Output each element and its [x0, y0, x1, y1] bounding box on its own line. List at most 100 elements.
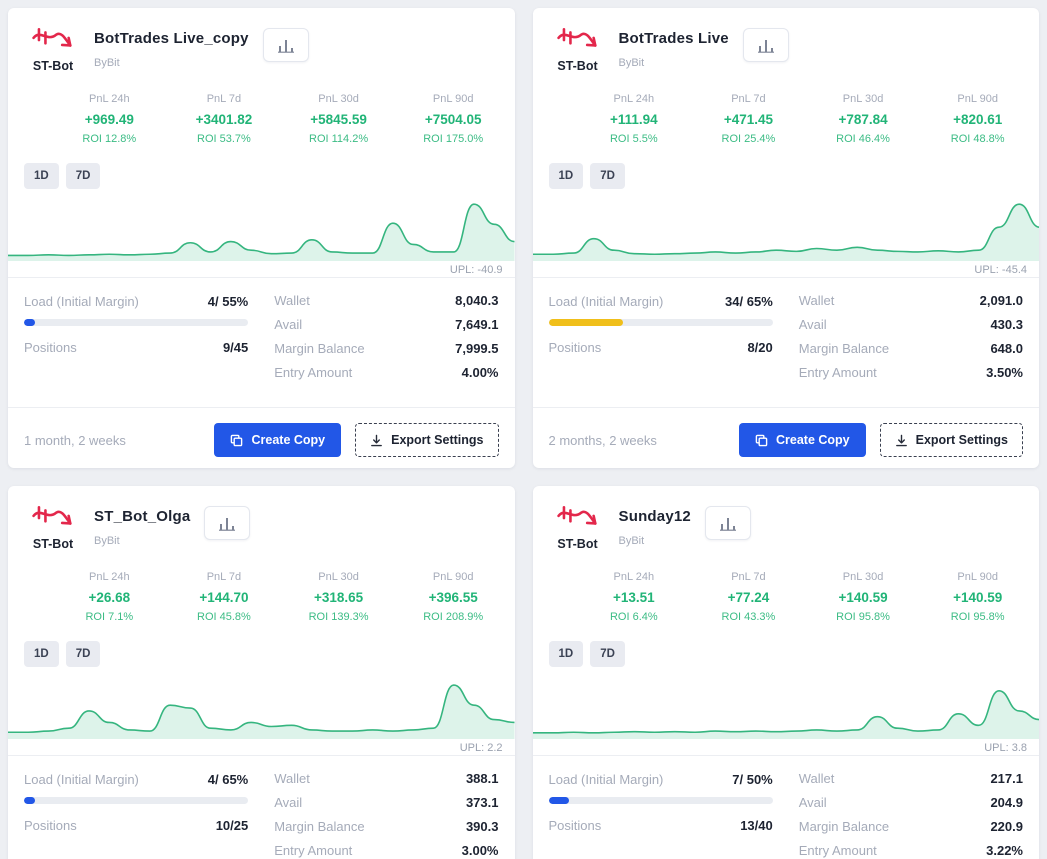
exchange-label: ByBit [618, 57, 645, 69]
range-1d-button[interactable]: 1D [24, 163, 59, 189]
entry-amount-label: Entry Amount [798, 843, 877, 858]
chart-stats-button[interactable] [262, 28, 309, 62]
entry-amount-value: 3.00% [461, 843, 499, 858]
pnl-stats-row: PnL 24h +111.94 ROI 5.5% PnL 7d +471.45 … [533, 81, 1040, 155]
range-1d-button[interactable]: 1D [24, 641, 59, 667]
range-7d-button[interactable]: 7D [590, 641, 625, 667]
pnl-90d-stat: PnL 90d +820.61 ROI 48.8% [920, 93, 1035, 145]
sparkline-chart [8, 675, 515, 739]
range-7d-button[interactable]: 7D [65, 163, 101, 189]
pnl-30d-stat: PnL 30d +5845.59 ROI 114.2% [281, 93, 396, 145]
positions-row: Positions 8/20 [549, 340, 773, 355]
entry-amount-row: Entry Amount 4.00% [274, 365, 498, 380]
positions-row: Positions 10/25 [24, 818, 248, 833]
st-bot-logo: ST-Bot [24, 26, 82, 73]
margin-balance-value: 7,999.5 [455, 341, 499, 356]
upl-value: UPL: 3.8 [984, 742, 1027, 754]
positions-row: Positions 13/40 [549, 818, 773, 833]
bot-name: ST_Bot_Olga [94, 508, 191, 525]
range-1d-button[interactable]: 1D [548, 163, 584, 189]
export-settings-label: Export Settings [915, 433, 1008, 447]
wallet-label: Wallet [274, 293, 310, 308]
load-row: Load (Initial Margin) 4/ 55% [24, 294, 248, 309]
pnl-7d-value: +471.45 [723, 112, 774, 127]
bar-chart-icon [719, 517, 736, 531]
range-7d-button[interactable]: 7D [590, 163, 625, 189]
entry-amount-row: Entry Amount 3.50% [799, 365, 1023, 380]
range-7d-button[interactable]: 7D [65, 641, 101, 667]
chart-stats-button[interactable] [704, 506, 751, 540]
card-header: ST-Bot ST_Bot_Olga ByBit [8, 486, 515, 559]
pnl-24h-stat: PnL 24h +26.68 ROI 7.1% [52, 571, 167, 623]
load-progress-bar [548, 797, 773, 804]
entry-amount-row: Entry Amount 3.00% [274, 843, 498, 858]
pnl-90d-stat: PnL 90d +396.55 ROI 208.9% [396, 571, 511, 623]
sparkline-chart [532, 197, 1039, 261]
chart-stats-button[interactable] [204, 506, 251, 540]
wallet-value: 8,040.3 [455, 293, 499, 308]
positions-value: 9/45 [222, 340, 249, 355]
export-settings-button[interactable]: Export Settings [879, 423, 1023, 457]
pnl-30d-value: +5845.59 [310, 112, 367, 127]
load-value: 4/ 65% [207, 772, 249, 787]
pnl-7d-label: PnL 7d [731, 571, 766, 583]
pnl-24h-stat: PnL 24h +111.94 ROI 5.5% [577, 93, 692, 145]
exchange-label: ByBit [94, 535, 120, 547]
chart-stats-button[interactable] [742, 28, 789, 62]
bot-duration: 1 month, 2 weeks [24, 432, 126, 448]
create-copy-button[interactable]: Create Copy [214, 423, 342, 457]
pnl-30d-label: PnL 30d [842, 571, 884, 583]
pnl-24h-label: PnL 24h [89, 93, 130, 105]
pnl-stats-row: PnL 24h +13.51 ROI 6.4% PnL 7d +77.24 RO… [533, 559, 1040, 633]
pnl-30d-stat: PnL 30d +787.84 ROI 46.4% [806, 93, 921, 145]
pnl-stats-row: PnL 24h +969.49 ROI 12.8% PnL 7d +3401.8… [8, 81, 515, 155]
create-copy-button[interactable]: Create Copy [738, 423, 866, 457]
load-row: Load (Initial Margin) 34/ 65% [549, 294, 773, 309]
pnl-90d-label: PnL 90d [957, 93, 998, 105]
pnl-24h-label: PnL 24h [613, 93, 655, 105]
margin-balance-label: Margin Balance [798, 819, 890, 834]
divider [8, 277, 515, 278]
pnl-7d-stat: PnL 7d +3401.82 ROI 53.7% [167, 93, 282, 145]
load-label: Load (Initial Margin) [24, 772, 139, 787]
logo-label: ST-Bot [32, 537, 74, 551]
st-bot-logo: ST-Bot [549, 504, 607, 551]
margin-balance-value: 220.9 [990, 819, 1023, 834]
positions-value: 8/20 [747, 340, 773, 355]
download-icon [371, 434, 382, 446]
avail-label: Avail [798, 795, 827, 810]
margin-balance-label: Margin Balance [798, 341, 890, 356]
st-bot-logo-icon [556, 505, 597, 525]
avail-row: Avail 7,649.1 [274, 317, 498, 332]
pnl-7d-label: PnL 7d [731, 93, 766, 105]
logo-label: ST-Bot [557, 59, 598, 73]
bot-name: BotTrades Live [618, 30, 729, 47]
pnl-7d-stat: PnL 7d +144.70 ROI 45.8% [167, 571, 282, 623]
margin-column: Load (Initial Margin) 4/ 55% Positions 9… [24, 291, 249, 389]
avail-value: 430.3 [990, 317, 1023, 332]
st-bot-logo-icon [32, 505, 72, 525]
pnl-7d-value: +144.70 [199, 590, 249, 605]
pnl-7d-value: +3401.82 [195, 112, 253, 127]
bot-card: ST-Bot Sunday12 ByBit PnL 24h [532, 486, 1040, 859]
positions-row: Positions 9/45 [24, 340, 248, 355]
range-1d-button[interactable]: 1D [548, 641, 584, 667]
wallet-value: 2,091.0 [979, 293, 1023, 308]
pnl-90d-label: PnL 90d [957, 571, 998, 583]
export-settings-button[interactable]: Export Settings [355, 423, 499, 457]
load-label: Load (Initial Margin) [24, 294, 139, 309]
load-value: 34/ 65% [725, 294, 773, 309]
range-toggle-row: 1D 7D [8, 633, 515, 667]
st-bot-logo: ST-Bot [549, 26, 607, 73]
margin-balance-value: 390.3 [465, 819, 499, 834]
pnl-30d-stat: PnL 30d +318.65 ROI 139.3% [281, 571, 396, 623]
download-icon [895, 434, 907, 446]
avail-row: Avail 430.3 [799, 317, 1023, 332]
pnl-chart-area: UPL: -40.9 [8, 193, 515, 277]
wallet-value: 217.1 [990, 771, 1023, 786]
exchange-label: ByBit [94, 57, 120, 69]
load-progress-fill [24, 319, 36, 326]
card-footer: 2 months, 2 weeks Create Copy [532, 407, 1039, 468]
pnl-24h-roi: ROI 12.8% [82, 133, 137, 145]
pnl-7d-roi: ROI 25.4% [721, 133, 776, 145]
